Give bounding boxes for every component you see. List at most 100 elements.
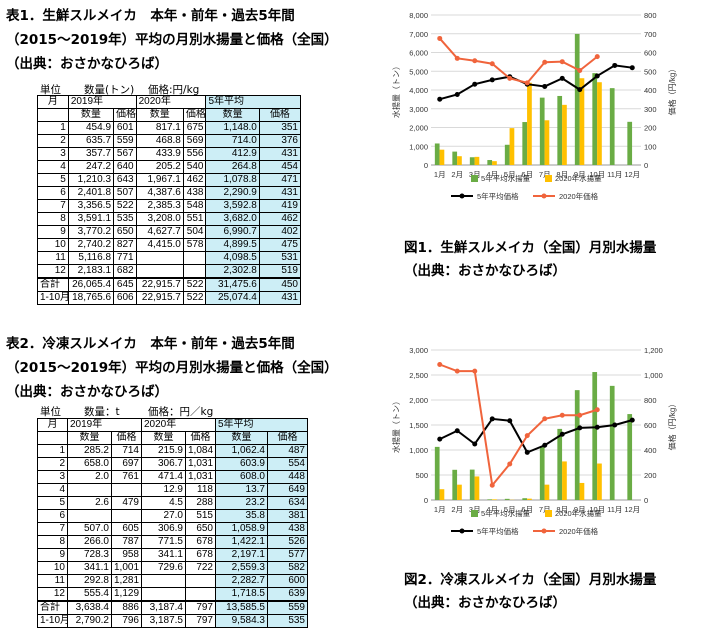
value-cell: 2,183.1 (68, 265, 113, 279)
value-cell: 635.7 (68, 135, 113, 148)
bar (627, 414, 632, 500)
bar (470, 157, 475, 165)
month-cell: 10 (38, 562, 68, 575)
value-cell: 22,915.7 (136, 278, 183, 292)
line-point (595, 407, 600, 412)
line-point (577, 425, 582, 430)
value-cell: 3,638.4 (68, 601, 112, 615)
value-cell: 728.3 (68, 549, 112, 562)
figure1-source: （出典：おさかなひろば） (404, 259, 566, 279)
line-point (490, 416, 495, 421)
month-cell: 5 (38, 174, 69, 187)
table2-subtitle: （2015〜2019年）平均の月別水揚量と価格（全国） (6, 360, 338, 377)
value-cell: 3,770.2 (68, 226, 113, 239)
line-point (577, 413, 582, 418)
value-cell: 697 (112, 458, 142, 471)
y-tick-label: 500 (415, 471, 428, 480)
value-cell (186, 588, 216, 602)
value-cell: 1,084 (186, 445, 216, 458)
bar (592, 73, 597, 165)
legend-swatch (545, 510, 552, 517)
y-tick-label: 0 (424, 161, 428, 170)
legend-label: 2020年水揚量 (555, 508, 602, 518)
value-cell: 4,899.5 (206, 239, 259, 252)
line-point (612, 63, 617, 68)
value-cell: 2,282.7 (216, 575, 268, 588)
y2-tick-label: 100 (644, 142, 657, 151)
bar (597, 464, 602, 500)
value-cell: 1,031 (186, 458, 216, 471)
line-point (437, 362, 442, 367)
value-cell: 12.9 (142, 484, 186, 497)
value-cell (112, 510, 142, 523)
value-cell: 205.2 (136, 161, 183, 174)
value-cell: 462 (259, 213, 300, 226)
y2-tick-label: 200 (644, 124, 657, 133)
value-cell: 247.2 (68, 161, 113, 174)
value-cell: 25,074.4 (206, 292, 259, 305)
bar (492, 499, 497, 500)
y-tick-label: 2,000 (409, 124, 428, 133)
bar (527, 83, 532, 165)
value-cell: 9,584.3 (216, 615, 268, 628)
line-point (437, 437, 442, 442)
bar (487, 499, 492, 500)
legend-label: 2020年価格 (559, 191, 599, 201)
value-cell: 554 (268, 458, 308, 471)
value-cell: 402 (259, 226, 300, 239)
value-cell: 3,356.5 (68, 200, 113, 213)
bar (610, 88, 615, 165)
value-cell: 306.7 (142, 458, 186, 471)
value-cell: 454 (259, 161, 300, 174)
value-cell: 438 (183, 187, 206, 200)
value-cell: 31,475.6 (206, 278, 259, 292)
value-cell: 438 (268, 523, 308, 536)
line-point (490, 483, 495, 488)
line-point (612, 423, 617, 428)
value-cell: 650 (186, 523, 216, 536)
bar (580, 483, 585, 500)
table1-title: 表1．生鮮スルメイカ 本年・前年・過去5年間 (6, 8, 295, 25)
value-cell: 1,967.1 (136, 174, 183, 187)
bar (475, 476, 480, 500)
value-cell: 22,915.7 (136, 292, 183, 305)
header-qty: 数量 (68, 432, 112, 445)
value-cell: 682 (114, 265, 137, 279)
value-cell: 608.0 (216, 471, 268, 484)
value-cell: 603.9 (216, 458, 268, 471)
value-cell: 3,591.1 (68, 213, 113, 226)
value-cell: 2,401.8 (68, 187, 113, 200)
bar (435, 143, 440, 165)
month-cell: 8 (38, 536, 68, 549)
value-cell: 2,302.8 (206, 265, 259, 279)
value-cell: 827 (114, 239, 137, 252)
month-cell: 7 (38, 523, 68, 536)
line-point (507, 418, 512, 423)
month-cell: 11 (38, 252, 69, 265)
value-cell: 578 (183, 239, 206, 252)
value-cell: 522 (183, 278, 206, 292)
line-point (507, 76, 512, 81)
legend-label: 2020年水揚量 (555, 173, 602, 183)
value-cell: 1,129 (112, 588, 142, 602)
month-cell: 10 (38, 239, 69, 252)
y-tick-label: 5,000 (409, 67, 428, 76)
value-cell: 23.2 (216, 497, 268, 510)
value-cell: 640 (114, 161, 137, 174)
value-cell: 26,065.4 (68, 278, 113, 292)
value-cell: 729.6 (142, 562, 186, 575)
bar (597, 82, 602, 165)
value-cell: 433.9 (136, 148, 183, 161)
table1-source: （出典：おさかなひろば） (6, 56, 168, 73)
line-point (542, 60, 547, 65)
line-point (542, 443, 547, 448)
value-cell: 1,422.1 (216, 536, 268, 549)
line-point (525, 80, 530, 85)
month-cell: 6 (38, 187, 69, 200)
line-point (577, 68, 582, 73)
value-cell: 341.1 (68, 562, 112, 575)
